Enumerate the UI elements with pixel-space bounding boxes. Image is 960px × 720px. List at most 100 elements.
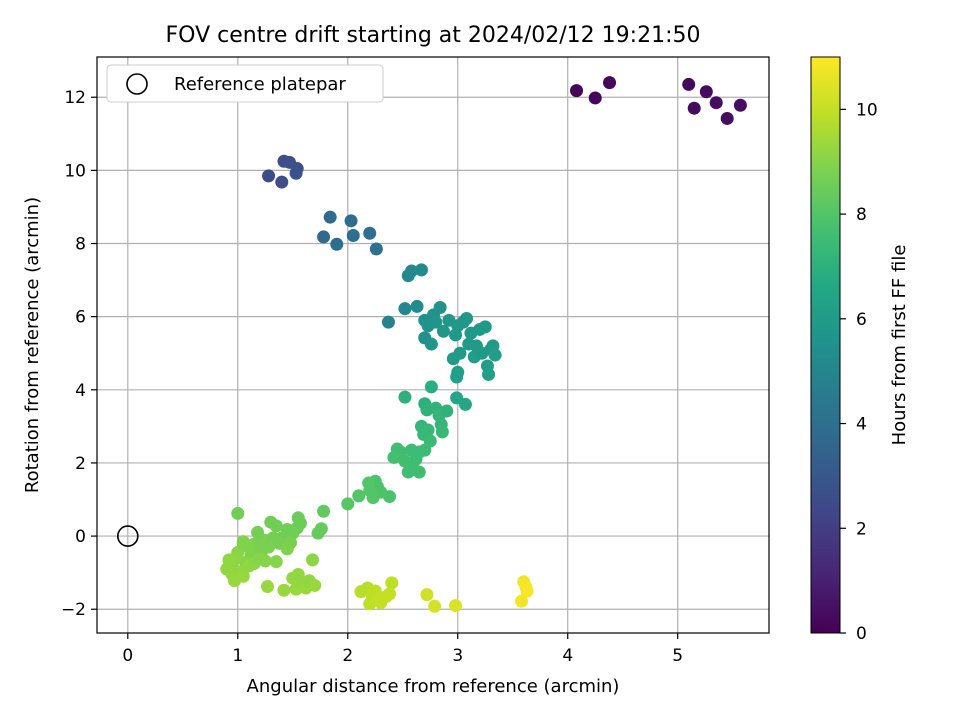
data-point — [428, 599, 442, 613]
x-axis-ticks: 0 1 2 3 4 5 — [122, 633, 683, 666]
colorbar-label: Hours from first FF file — [889, 245, 910, 446]
data-point — [251, 525, 265, 539]
data-point — [231, 506, 245, 520]
data-point — [412, 465, 426, 479]
data-point — [460, 311, 474, 325]
y-tick-label: −2 — [61, 600, 86, 620]
legend: Reference platepar — [106, 64, 384, 103]
data-point — [383, 587, 397, 601]
y-tick-label: 10 — [64, 161, 86, 181]
data-point — [733, 98, 747, 112]
x-tick-label: 3 — [452, 646, 463, 666]
data-point — [451, 365, 465, 379]
x-tick-label: 2 — [342, 646, 353, 666]
legend-label: Reference platepar — [174, 74, 346, 95]
data-point — [387, 450, 401, 464]
data-point — [405, 443, 419, 457]
data-point — [433, 301, 447, 315]
x-tick-label: 4 — [562, 646, 573, 666]
data-point — [236, 569, 250, 583]
data-point — [323, 210, 337, 224]
data-point — [687, 101, 701, 115]
y-axis-label: Rotation from reference (arcmin) — [22, 197, 43, 493]
data-point — [260, 580, 274, 594]
reference-point-marker — [116, 525, 139, 547]
x-tick-label: 5 — [672, 646, 683, 666]
data-point — [264, 515, 278, 529]
data-point — [275, 175, 289, 189]
data-point — [401, 465, 415, 479]
x-tick-label: 0 — [122, 646, 133, 666]
colorbar — [810, 56, 841, 634]
data-point — [385, 576, 399, 590]
colorbar-ticks: 0 2 4 6 8 10 — [840, 100, 878, 644]
data-point — [346, 228, 360, 242]
x-tick-label: 1 — [232, 646, 243, 666]
data-point — [414, 263, 428, 277]
data-point — [363, 226, 377, 240]
data-point — [317, 230, 331, 244]
data-point — [317, 504, 331, 518]
legend-box — [106, 64, 384, 103]
data-point — [421, 423, 435, 437]
y-tick-label: 2 — [75, 454, 86, 474]
colorbar-tick-label: 6 — [856, 310, 867, 330]
data-point — [520, 584, 534, 598]
data-point — [478, 320, 492, 334]
data-point — [709, 96, 723, 110]
data-point — [277, 583, 291, 597]
data-point — [588, 91, 602, 105]
data-point — [306, 553, 320, 567]
data-point — [362, 476, 376, 490]
data-point — [453, 346, 467, 360]
data-point — [424, 380, 438, 394]
data-point — [424, 337, 438, 351]
data-point — [369, 242, 383, 256]
chart-title: FOV centre drift starting at 2024/02/12 … — [166, 23, 701, 48]
plot-frame — [96, 56, 770, 634]
data-point — [311, 526, 325, 540]
data-point — [482, 367, 496, 381]
data-point — [699, 85, 713, 99]
data-point — [258, 554, 272, 568]
colorbar-tick-label: 2 — [856, 519, 867, 539]
data-point — [488, 348, 502, 362]
data-point — [720, 111, 734, 125]
data-point — [262, 169, 276, 183]
legend-open-circle-icon — [126, 73, 148, 95]
data-point — [352, 489, 366, 503]
colorbar-tick-label: 4 — [856, 415, 867, 435]
data-point — [436, 324, 450, 338]
data-point — [341, 497, 355, 511]
y-tick-label: 8 — [75, 235, 86, 255]
colorbar-tick-label: 8 — [856, 205, 867, 225]
grid-lines — [97, 57, 769, 633]
data-point — [366, 491, 380, 505]
data-point — [458, 397, 472, 411]
data-point — [330, 237, 344, 251]
y-tick-label: 12 — [64, 88, 86, 108]
y-axis-ticks: −2 0 2 4 6 8 10 12 — [61, 88, 97, 620]
data-point — [398, 302, 412, 316]
data-point — [429, 315, 443, 329]
colorbar-tick-label: 0 — [856, 624, 867, 644]
data-point — [603, 76, 617, 90]
y-tick-label: 6 — [75, 308, 86, 328]
data-point — [344, 214, 358, 228]
data-point — [410, 299, 424, 313]
x-axis-label: Angular distance from reference (arcmin) — [247, 676, 620, 697]
data-point — [398, 390, 412, 404]
data-point — [515, 594, 529, 608]
y-tick-label: 0 — [75, 527, 86, 547]
data-point — [405, 264, 419, 278]
data-point — [449, 599, 463, 613]
data-point — [682, 77, 696, 91]
data-point — [269, 555, 283, 569]
data-point — [381, 315, 395, 329]
data-point — [308, 578, 322, 592]
data-point — [289, 166, 303, 180]
colorbar-tick-label: 10 — [856, 100, 878, 120]
data-point — [236, 536, 250, 550]
data-point — [440, 404, 454, 418]
